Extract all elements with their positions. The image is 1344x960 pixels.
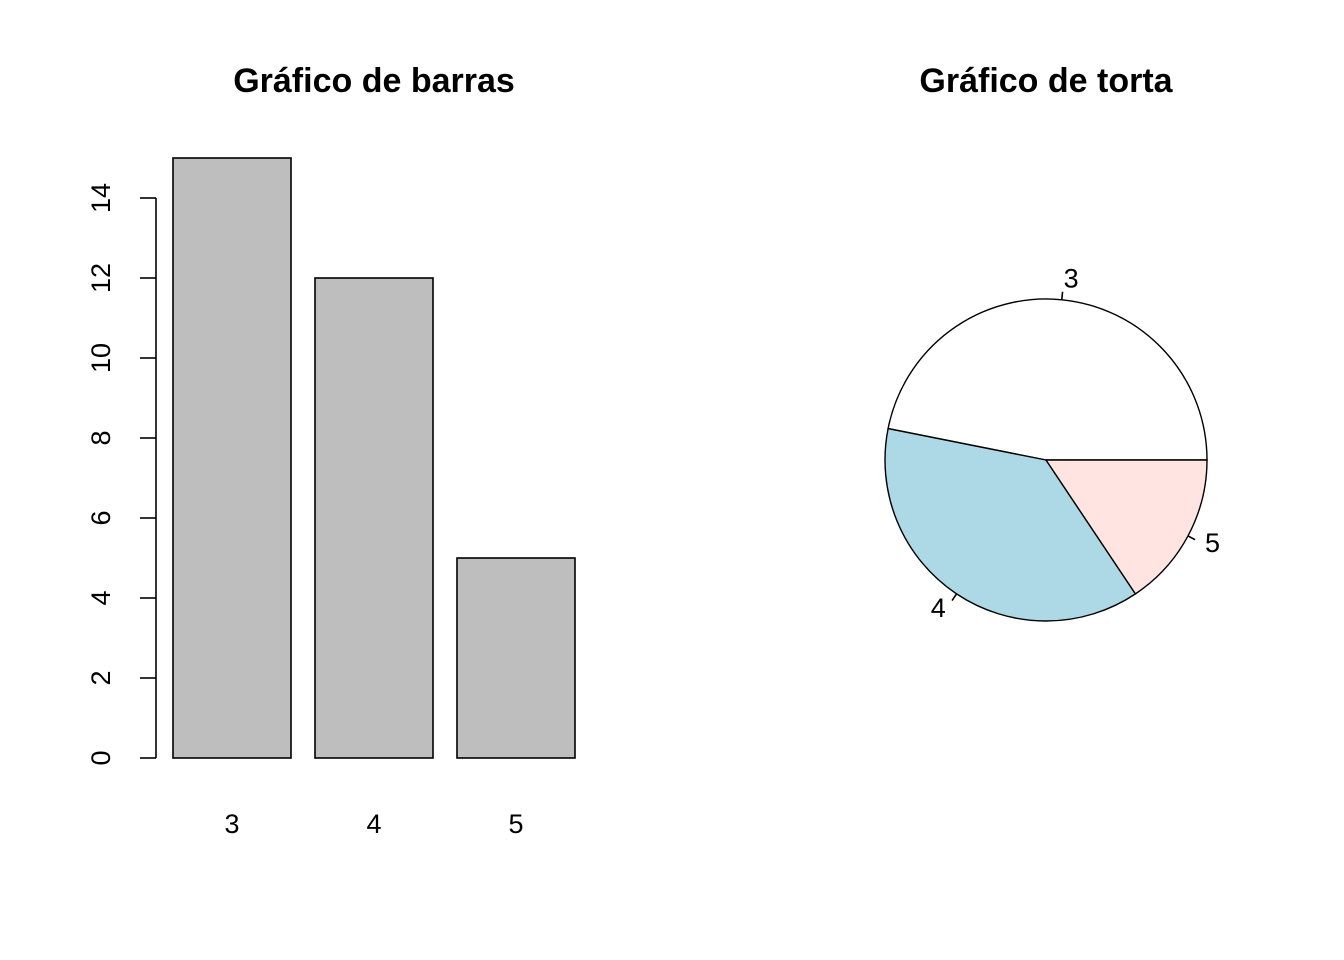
bar-series (172, 157, 576, 759)
bar-y-tick-label: 0 (86, 750, 116, 765)
pie-labels: 3 4 5 (931, 264, 1220, 623)
pie-chart: Gráfico de torta 3 4 5 (884, 62, 1220, 623)
pie-label: 3 (1064, 264, 1079, 294)
bar-x-label: 5 (508, 809, 523, 839)
bar-chart: Gráfico de barras 0 2 4 6 8 10 12 14 3 4 5 (86, 62, 576, 839)
pie-slices (884, 298, 1208, 622)
bar-x-label: 3 (224, 809, 239, 839)
bar-x-label: 4 (366, 809, 381, 839)
bar-y-tick-label: 8 (86, 430, 116, 445)
pie-label: 5 (1205, 528, 1220, 558)
pie-label-tick (1187, 535, 1196, 541)
bar-chart-title: Gráfico de barras (233, 62, 515, 100)
bar-y-tick-label: 10 (86, 343, 116, 373)
pie-label: 4 (931, 593, 946, 623)
pie-slice-5 (1044, 459, 1208, 595)
bar-5 (456, 557, 576, 759)
pie-chart-title: Gráfico de torta (919, 62, 1173, 100)
pie-slice-3 (887, 298, 1208, 461)
bar-y-tick-label: 6 (86, 510, 116, 525)
bar-4 (314, 277, 434, 759)
bar-3 (172, 157, 292, 759)
bar-y-tick-label: 4 (86, 590, 116, 605)
bar-y-axis: 0 2 4 6 8 10 12 14 (86, 183, 157, 766)
pie-label-tick (951, 593, 958, 602)
bar-y-tick-label: 12 (86, 263, 116, 293)
pie-label-tick (1060, 291, 1064, 300)
bar-x-axis-labels: 3 4 5 (224, 809, 523, 839)
bar-y-tick-label: 2 (86, 670, 116, 685)
bar-y-tick-label: 14 (86, 183, 116, 213)
